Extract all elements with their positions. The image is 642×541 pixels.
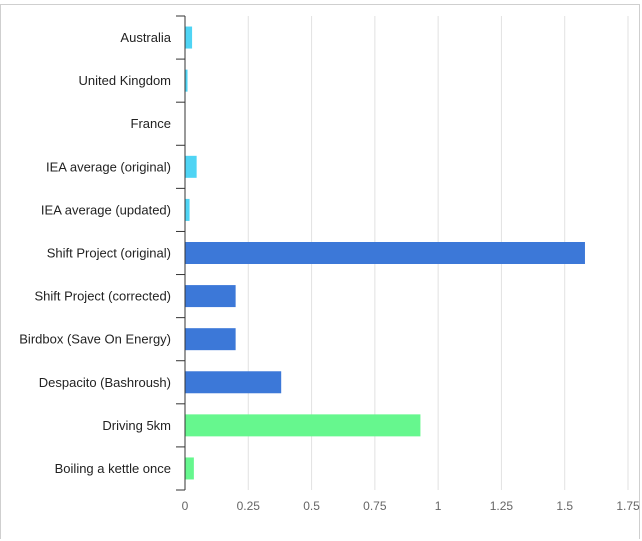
category-label: Australia [120, 30, 171, 45]
category-label: Despacito (Bashroush) [39, 375, 171, 390]
category-label: Shift Project (corrected) [34, 289, 171, 304]
x-tick-label: 1 [435, 499, 442, 513]
bar [185, 414, 421, 437]
bar [185, 328, 236, 351]
bar [185, 26, 193, 49]
y-axis [176, 15, 186, 491]
category-labels: Australia United Kingdom France IEA average… [19, 30, 172, 476]
x-tick-label: 0.75 [363, 499, 387, 513]
bar [185, 155, 197, 178]
bar [185, 242, 585, 264]
x-tick-label: 0.5 [303, 499, 320, 513]
x-tick-label: 0.25 [237, 499, 261, 513]
category-label: France [131, 116, 171, 131]
x-tick-labels: 0 0.25 0.5 0.75 1 1.25 1.5 1.75 [182, 499, 640, 513]
category-label: IEA average (updated) [41, 202, 171, 217]
category-label: United Kingdom [79, 73, 172, 88]
category-label: Boiling a kettle once [55, 461, 171, 476]
bars [185, 26, 585, 480]
bar [185, 457, 194, 480]
bar [185, 285, 236, 308]
category-label: IEA average (original) [46, 159, 171, 174]
x-tick-label: 1.25 [490, 499, 514, 513]
x-tick-label: 1.75 [616, 499, 640, 513]
category-label: Driving 5km [102, 418, 171, 433]
category-label: Shift Project (original) [47, 246, 171, 261]
chart-frame [0, 4, 640, 539]
category-label: Birdbox (Save On Energy) [19, 332, 171, 347]
x-tick-label: 0 [182, 499, 189, 513]
x-tick-label: 1.5 [556, 499, 573, 513]
bar [185, 198, 190, 221]
bar [185, 371, 282, 394]
bar [185, 69, 188, 92]
